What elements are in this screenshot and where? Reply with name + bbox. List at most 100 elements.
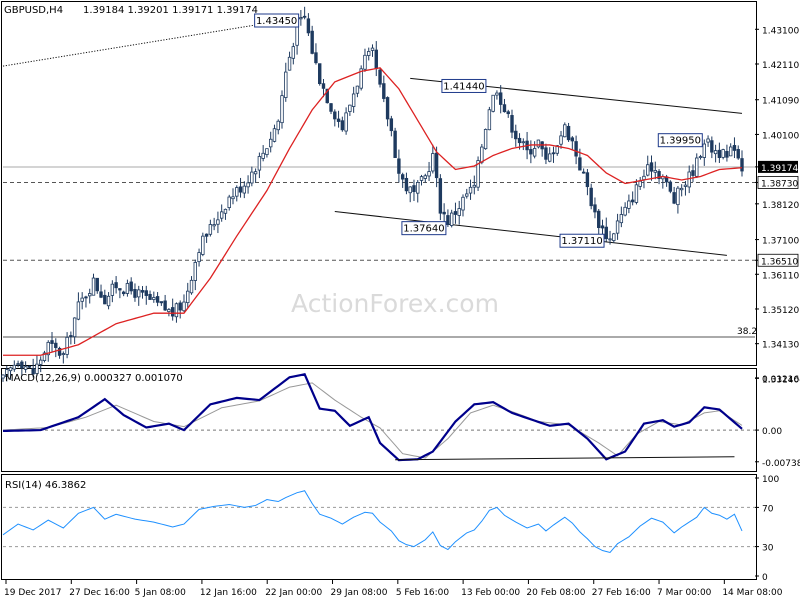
candle xyxy=(721,148,725,160)
candle-body xyxy=(642,175,646,181)
candle-body xyxy=(385,97,390,120)
candle xyxy=(99,284,103,299)
candle-body xyxy=(551,152,556,155)
candle-body xyxy=(427,171,431,177)
candle xyxy=(717,142,722,164)
candle xyxy=(50,331,54,352)
candle xyxy=(103,289,107,305)
candle-body xyxy=(581,171,586,174)
price-tick-label: 1.33140 xyxy=(762,375,799,385)
price-panel: 38.2 1.43450 1.41440 1.37640 1.37110 1.39950 xyxy=(1,6,757,382)
candle xyxy=(612,232,616,243)
candle-body xyxy=(212,224,216,227)
candle xyxy=(182,294,186,312)
candle-body xyxy=(517,137,522,144)
candle-body xyxy=(491,94,495,112)
candle xyxy=(216,211,220,234)
candle-body xyxy=(566,125,571,141)
candle-body xyxy=(276,120,280,131)
candle-body xyxy=(287,56,292,71)
candle xyxy=(570,136,575,150)
candle-body xyxy=(201,235,205,255)
candle xyxy=(630,191,635,206)
candle xyxy=(412,179,416,202)
candle xyxy=(272,124,277,143)
candle xyxy=(227,194,231,211)
rsi-tick-label: 70 xyxy=(762,504,774,514)
candle-body xyxy=(99,291,103,298)
candle xyxy=(178,300,182,319)
candle xyxy=(129,277,133,295)
candle xyxy=(348,104,352,116)
price-label-box xyxy=(254,13,300,28)
candle xyxy=(532,141,537,159)
rsi-tick-label: 0 xyxy=(762,573,768,583)
candle-body xyxy=(148,293,152,300)
candle xyxy=(54,338,58,358)
trendline-1 xyxy=(334,211,727,256)
candle-body xyxy=(389,118,394,132)
candle-body xyxy=(133,289,137,298)
candle-body xyxy=(370,47,375,51)
candle xyxy=(351,86,356,113)
candle-body xyxy=(702,143,706,158)
candle xyxy=(257,152,262,179)
macd-title: MACD(12,26,9) 0.000327 0.001070 xyxy=(5,373,183,384)
candle-body xyxy=(514,130,518,140)
candle xyxy=(197,248,201,267)
candle-body xyxy=(54,342,58,348)
candle-body xyxy=(593,204,597,213)
candle-body xyxy=(570,137,575,142)
price-label-text: 1.43450 xyxy=(256,16,297,27)
candle-body xyxy=(321,83,326,89)
candle-body xyxy=(186,290,190,304)
candle-body xyxy=(12,364,17,370)
candle-body xyxy=(348,104,352,112)
candle-body xyxy=(359,68,363,89)
price-tick-label: 1.40100 xyxy=(762,131,799,141)
candle-body xyxy=(261,152,265,159)
candle-body xyxy=(103,294,107,305)
candle-body xyxy=(536,139,541,148)
candle-body xyxy=(219,211,224,219)
candle-body xyxy=(144,290,148,296)
price-label-box xyxy=(657,133,703,148)
x-tick-label: 27 Feb 16:00 xyxy=(592,588,651,598)
candle-body xyxy=(446,215,450,225)
candle xyxy=(514,124,518,147)
level-annotation: 38.2 xyxy=(737,327,757,337)
candle-body xyxy=(638,180,642,187)
candle-body xyxy=(314,52,318,64)
candle xyxy=(106,292,111,310)
price-tick-label: 1.36110 xyxy=(762,271,799,281)
candle xyxy=(510,109,514,139)
price-label-box xyxy=(559,233,605,248)
candle xyxy=(548,147,552,163)
candle xyxy=(453,202,458,224)
x-tick-label: 5 Jan 08:00 xyxy=(135,588,187,598)
candle xyxy=(585,168,590,196)
candle xyxy=(465,188,469,199)
candle xyxy=(491,94,495,113)
candle-body xyxy=(57,347,62,356)
candle xyxy=(1,374,5,382)
candle-body xyxy=(461,196,465,211)
candle xyxy=(559,130,563,149)
candle-body xyxy=(619,214,624,224)
macd-line xyxy=(2,373,743,462)
candle xyxy=(623,202,627,217)
candle xyxy=(702,139,706,166)
candle-body xyxy=(498,92,503,105)
candle-body xyxy=(231,196,235,200)
price-tick-label: 1.41090 xyxy=(762,97,799,107)
rsi-tick-label: 100 xyxy=(762,475,779,485)
candle-body xyxy=(653,170,657,173)
macd-tick-label: -0.007384 xyxy=(762,459,800,469)
candle-body xyxy=(72,317,77,338)
candle xyxy=(329,103,333,115)
rsi-panel: RSI(14) 46.3862 xyxy=(2,480,755,554)
candle xyxy=(408,186,412,203)
candle-body xyxy=(125,283,130,294)
candle-body xyxy=(578,157,582,171)
level-price-box xyxy=(757,176,799,189)
